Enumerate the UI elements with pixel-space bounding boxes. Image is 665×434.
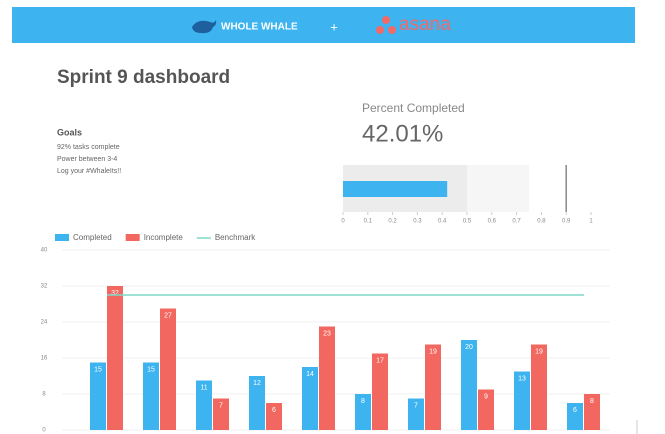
x-tick-label: 1	[589, 219, 593, 225]
x-tick-label: 0.6	[488, 219, 497, 225]
goals-title: Goals	[57, 127, 82, 137]
bar	[478, 389, 494, 430]
bar	[266, 403, 282, 430]
x-tick-label: 0.8	[537, 219, 546, 225]
data-label: 15	[94, 366, 102, 373]
x-tick-label: 0.7	[512, 219, 521, 225]
dashboard-title: Sprint 9 dashboard	[57, 67, 230, 88]
bar	[213, 398, 229, 430]
bar	[531, 344, 547, 430]
x-tick-label: 0.4	[438, 219, 447, 225]
bar	[567, 403, 583, 430]
data-label: 32	[111, 290, 119, 297]
data-label: 27	[164, 312, 172, 319]
legend-label: Incomplete	[144, 233, 184, 242]
goal-item: 92% tasks complete	[57, 144, 120, 151]
bar	[425, 344, 441, 430]
bar	[514, 371, 530, 430]
x-tick-label: 0.1	[364, 219, 373, 225]
bar	[107, 286, 123, 430]
data-label: 6	[573, 407, 577, 414]
data-label: 23	[323, 330, 331, 337]
goal-item: Log your #WhaleIts!!	[57, 168, 121, 175]
x-tick-label: 0.5	[463, 219, 472, 225]
data-label: 6	[272, 407, 276, 414]
bar	[249, 376, 265, 430]
bar	[302, 367, 318, 430]
data-label: 8	[590, 398, 594, 405]
bar	[90, 362, 106, 430]
data-label: 7	[414, 402, 418, 409]
data-label: 19	[429, 348, 437, 355]
x-tick-label: 0.9	[562, 219, 571, 225]
y-tick-label: 8	[42, 392, 46, 398]
gauge-title: Percent Completed	[362, 101, 465, 115]
bar	[355, 394, 371, 430]
y-tick-label: 16	[41, 356, 48, 362]
plus: +	[330, 19, 338, 34]
data-label: 13	[518, 375, 526, 382]
bar	[408, 398, 424, 430]
data-label: 17	[376, 357, 384, 364]
y-tick-label: 0	[42, 428, 46, 434]
data-label: 14	[306, 371, 314, 378]
goal-item: Power between 3-4	[57, 156, 117, 163]
data-label: 19	[535, 348, 543, 355]
data-label: 11	[200, 384, 207, 391]
x-tick-label: 0.2	[388, 219, 397, 225]
x-tick-label: 0.3	[413, 219, 422, 225]
legend-swatch	[55, 234, 69, 241]
bar	[584, 394, 600, 430]
data-label: 20	[465, 344, 473, 351]
bar	[372, 353, 388, 430]
data-label: 9	[484, 393, 488, 400]
data-label: 15	[147, 366, 155, 373]
data-label: 7	[219, 402, 223, 409]
legend-label: Completed	[73, 233, 112, 242]
brand-left: WHOLE WHALE	[221, 22, 298, 33]
gauge-value-label: 42.01%	[362, 120, 443, 147]
asana-icon	[376, 16, 396, 34]
data-label: 8	[361, 398, 365, 405]
brand-right: asana	[399, 14, 451, 35]
whale-icon	[192, 20, 217, 34]
x-tick-label: 0	[341, 219, 345, 225]
legend-label: Benchmark	[215, 233, 256, 242]
legend-swatch	[125, 234, 140, 241]
bar	[319, 326, 335, 430]
data-label: 12	[253, 380, 261, 387]
bar	[461, 340, 477, 430]
y-tick-label: 24	[41, 320, 48, 326]
header-bar	[12, 7, 635, 43]
y-tick-label: 40	[41, 248, 48, 254]
bar	[160, 308, 176, 430]
y-tick-label: 32	[41, 284, 48, 290]
bar	[196, 380, 212, 430]
bar	[343, 181, 448, 197]
bar	[143, 362, 159, 430]
